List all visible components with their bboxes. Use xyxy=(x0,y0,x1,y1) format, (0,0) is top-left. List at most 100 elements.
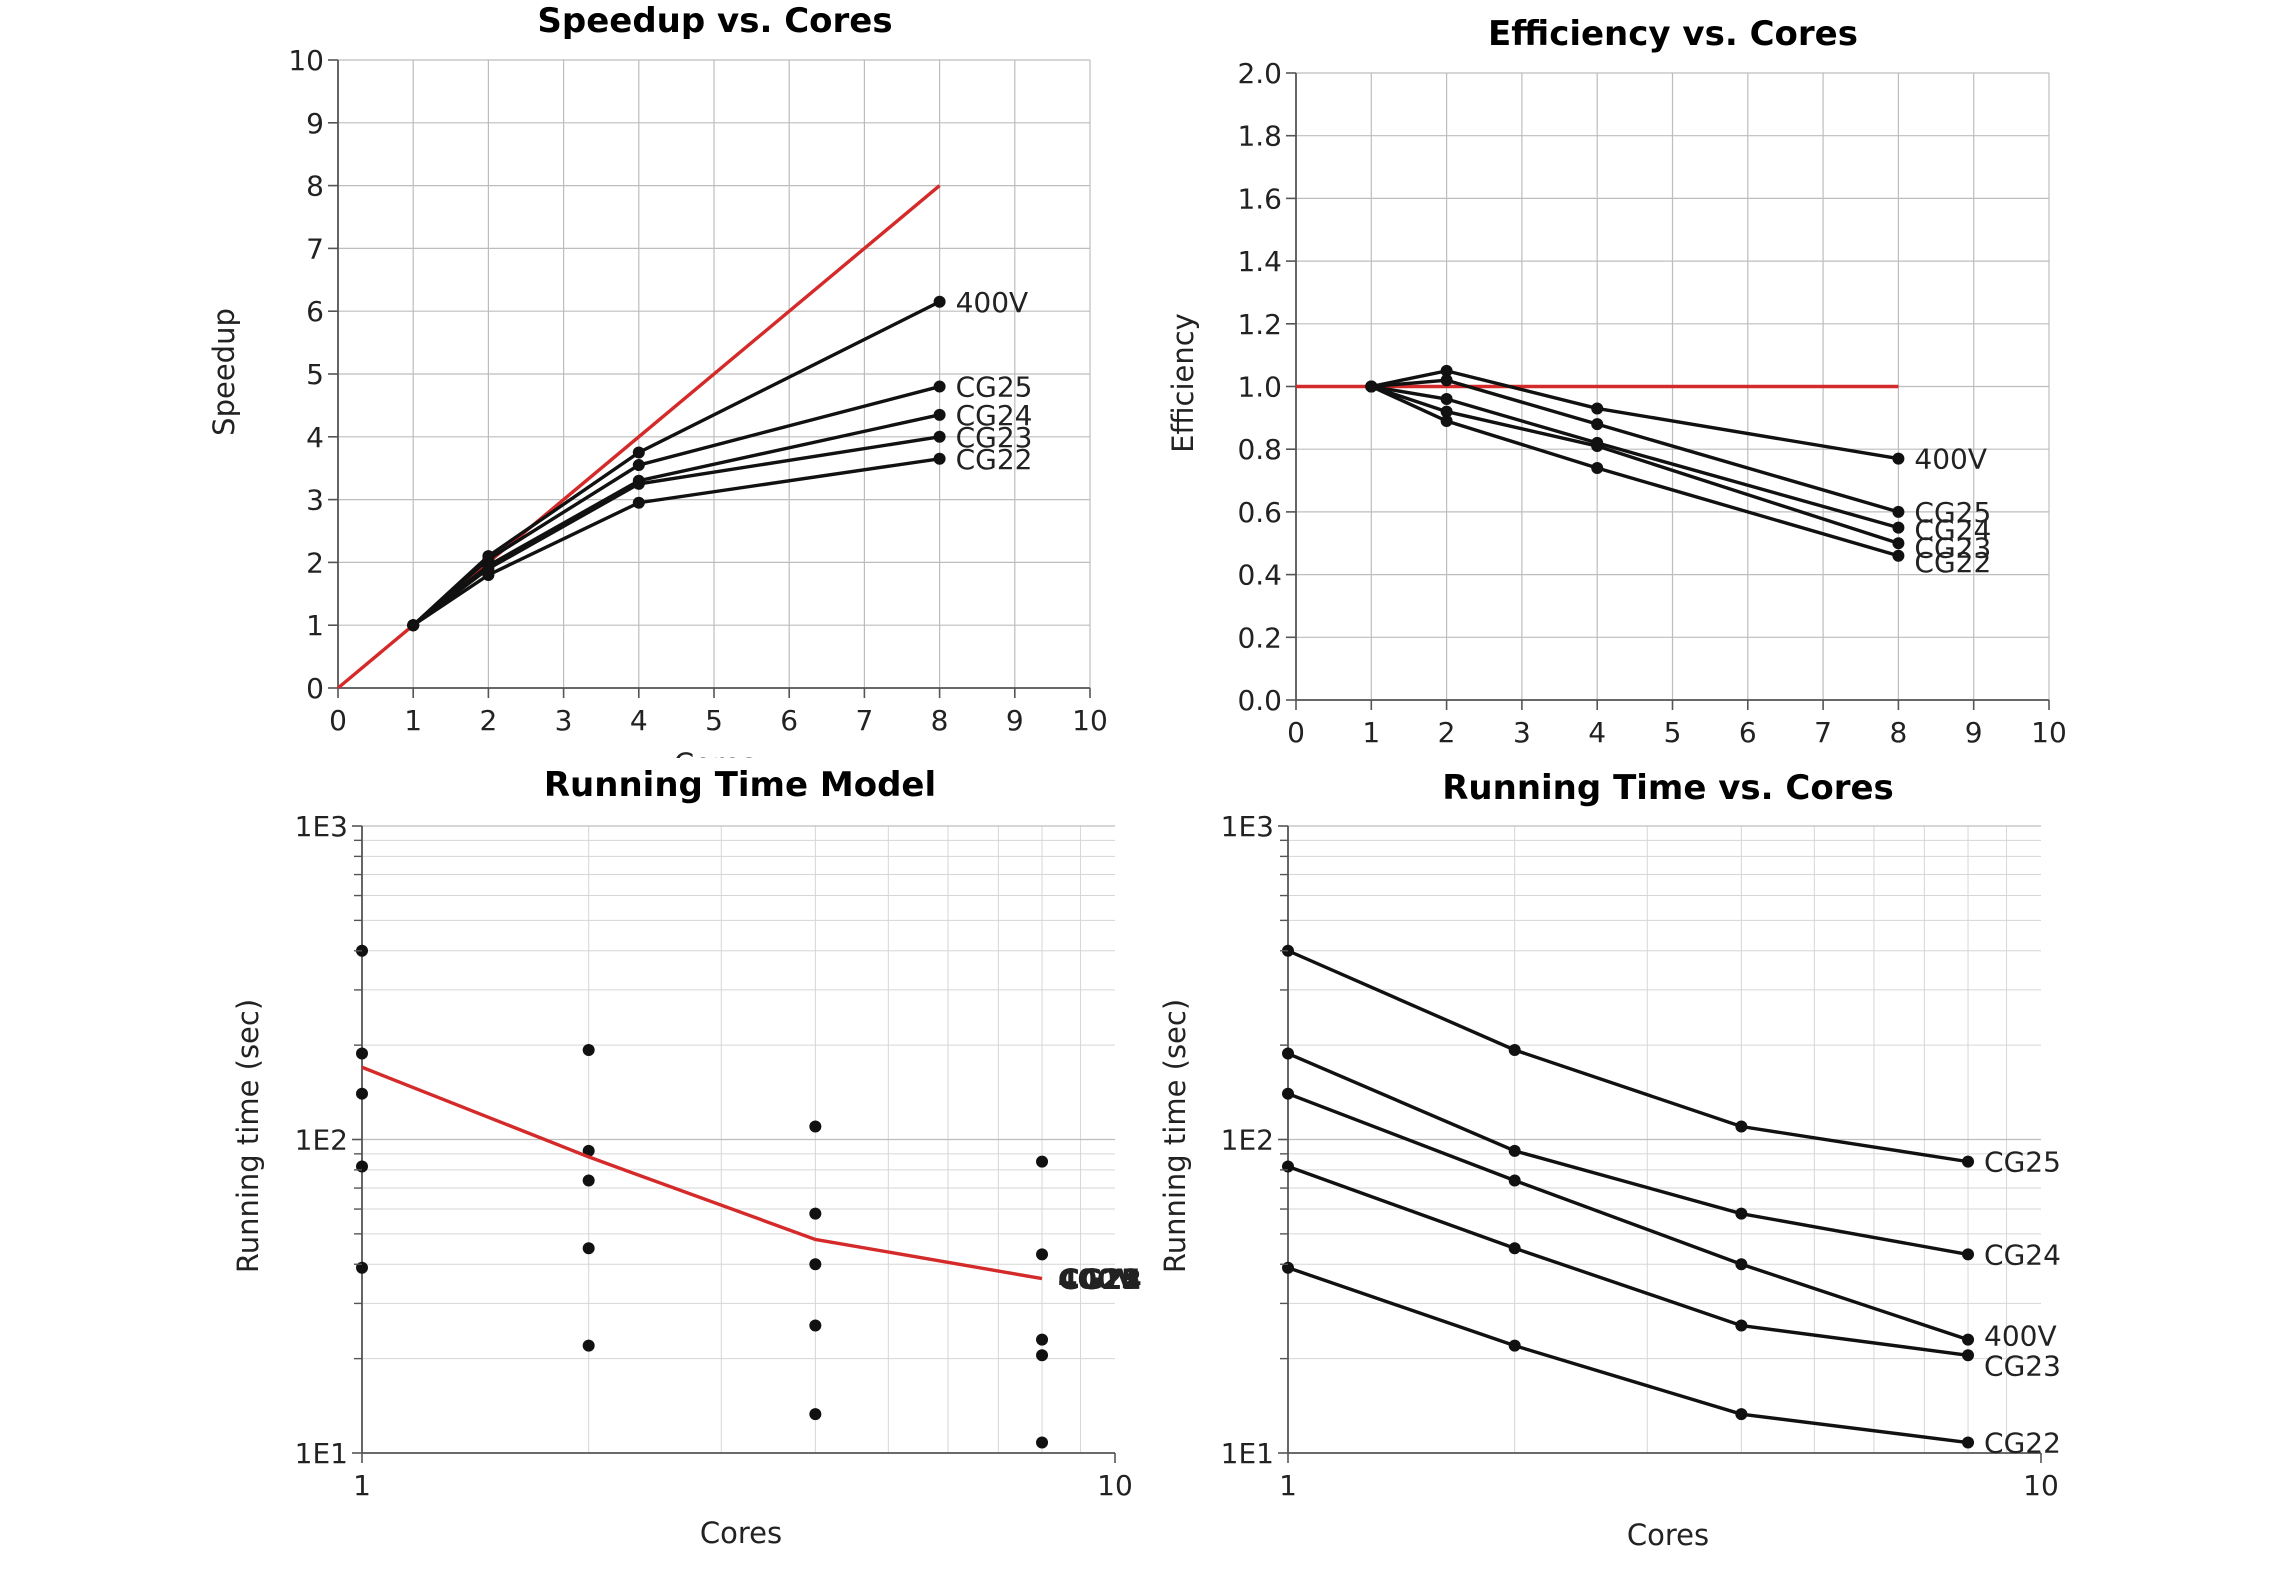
p2-y-tick-label: 1.8 xyxy=(1237,120,1282,153)
p3-scatter-point xyxy=(582,1043,595,1056)
p4-point-400v xyxy=(1735,1258,1748,1271)
p2-point-cg25 xyxy=(1591,418,1604,431)
p1-point-cg22 xyxy=(482,568,495,581)
p4-point-cg23 xyxy=(1962,1349,1975,1362)
p2-x-tick-label: 10 xyxy=(2031,716,2067,749)
p1-point-cg24 xyxy=(933,408,946,421)
p2-x-tick-label: 2 xyxy=(1438,716,1456,749)
p4-y-tick-label: 1E3 xyxy=(1221,810,1274,843)
p2-point-cg24 xyxy=(1892,521,1905,534)
p2-point-cg23 xyxy=(1591,440,1604,453)
model-y-axis-label: Running time (sec) xyxy=(231,999,265,1273)
p1-point-cg23 xyxy=(933,430,946,443)
p4-series-line-400v xyxy=(1287,1092,1969,1342)
p2-point-400v xyxy=(1440,364,1453,377)
p1-point-400v xyxy=(933,295,946,308)
p1-point-cg22 xyxy=(933,452,946,465)
p3-scatter-point xyxy=(1036,1436,1049,1449)
panel-separator xyxy=(0,758,1140,778)
speedup-y-axis-label: Speedup xyxy=(207,308,241,436)
p1-series-line-cg22 xyxy=(412,457,940,627)
p3-scatter-point xyxy=(582,1144,595,1157)
p1-x-tick-label: 6 xyxy=(780,704,798,737)
p3-overlapping-label-cg24: CG24 xyxy=(1059,1263,1142,1296)
p2-series-label-cg23: CG23 xyxy=(1914,531,1991,564)
p1-y-tick-label: 9 xyxy=(306,107,324,140)
p2-series-label-cg25: CG25 xyxy=(1914,496,1991,529)
p4-series-label-cg24: CG24 xyxy=(1984,1238,2061,1271)
p4-point-cg22 xyxy=(1962,1436,1975,1449)
p1-y-tick-label: 8 xyxy=(306,170,324,203)
p4-y-tick-label: 1E1 xyxy=(1221,1437,1274,1470)
p2-x-tick-label: 0 xyxy=(1287,716,1305,749)
p3-y-tick-label: 1E2 xyxy=(295,1124,348,1157)
p3-scatter-point xyxy=(356,1087,368,1100)
p4-point-cg25 xyxy=(1508,1043,1521,1056)
speedup-chart-title: Speedup vs. Cores xyxy=(537,1,892,41)
p3-x-tick-label: 1 xyxy=(353,1469,371,1502)
p4-series-label-400v: 400V xyxy=(1984,1320,2057,1353)
p3-model-line xyxy=(361,1065,1043,1281)
p3-scatter-point xyxy=(809,1120,822,1133)
p2-series-label-cg24: CG24 xyxy=(1914,514,1991,547)
p4-point-cg23 xyxy=(1282,1160,1294,1173)
p1-series-label-cg24: CG24 xyxy=(956,399,1033,432)
p1-x-tick-label: 0 xyxy=(329,704,347,737)
p3-x-tick-label: 10 xyxy=(1097,1469,1133,1502)
p4-series-line-cg25 xyxy=(1287,949,1969,1164)
p1-x-tick-label: 2 xyxy=(479,704,497,737)
p2-point-cg25 xyxy=(1892,505,1905,518)
p3-scatter-point xyxy=(1036,1349,1049,1362)
p3-scatter-point xyxy=(809,1408,822,1421)
running-y-axis-label: Running time (sec) xyxy=(1158,999,1192,1273)
p3-overlapping-label-cg23: CG23 xyxy=(1058,1263,1141,1296)
p2-x-tick-label: 6 xyxy=(1739,716,1757,749)
p4-point-cg24 xyxy=(1508,1144,1521,1157)
model-chart-title: Running Time Model xyxy=(544,765,936,805)
p2-y-tick-label: 2.0 xyxy=(1237,57,1282,90)
p3-overlapping-label-400v: 400V xyxy=(1058,1263,1138,1296)
p3-y-tick-label: 1E1 xyxy=(295,1437,348,1470)
running-chart-title: Running Time vs. Cores xyxy=(1442,768,1894,808)
p2-y-tick-label: 0.6 xyxy=(1237,496,1282,529)
p2-y-tick-label: 1.0 xyxy=(1237,371,1282,404)
p2-x-tick-label: 5 xyxy=(1664,716,1682,749)
p4-point-400v xyxy=(1962,1333,1975,1346)
p1-x-tick-label: 10 xyxy=(1072,704,1108,737)
p3-overlapping-label-cg22: CG22 xyxy=(1059,1263,1142,1296)
p2-y-tick-label: 1.6 xyxy=(1237,182,1282,215)
p2-series-line-cg25 xyxy=(1371,378,1899,514)
p2-x-tick-label: 3 xyxy=(1513,716,1531,749)
p4-series-line-cg23 xyxy=(1287,1164,1969,1357)
p3-scatter-point xyxy=(356,1261,368,1274)
p2-x-tick-label: 8 xyxy=(1889,716,1907,749)
p3-scatter-point xyxy=(809,1319,822,1332)
p2-series-line-cg24 xyxy=(1371,384,1899,530)
p1-y-tick-label: 2 xyxy=(306,546,324,579)
p4-y-tick-label: 1E2 xyxy=(1221,1124,1274,1157)
p4-point-cg25 xyxy=(1962,1155,1975,1168)
p1-x-tick-label: 4 xyxy=(630,704,648,737)
p1-x-tick-label: 3 xyxy=(555,704,573,737)
p1-x-tick-label: 1 xyxy=(404,704,422,737)
running-x-axis-label: Cores xyxy=(1627,1518,1709,1552)
p1-series-label-cg22: CG22 xyxy=(956,443,1033,476)
p1-series-line-cg25 xyxy=(412,384,941,627)
p2-point-400v xyxy=(1892,452,1905,465)
p4-point-cg24 xyxy=(1962,1248,1975,1261)
p2-x-tick-label: 4 xyxy=(1588,716,1606,749)
p3-scatter-point xyxy=(356,1047,368,1060)
p1-y-tick-label: 5 xyxy=(306,358,324,391)
p4-x-tick-label: 1 xyxy=(1279,1469,1297,1502)
p2-y-tick-label: 1.2 xyxy=(1237,308,1282,341)
p1-point-cg23 xyxy=(632,477,645,490)
p4-series-label-cg25: CG25 xyxy=(1984,1146,2061,1179)
p1-series-line-cg23 xyxy=(412,435,940,627)
p2-point-cg22 xyxy=(1892,549,1905,562)
p1-x-tick-label: 9 xyxy=(1006,704,1024,737)
p4-point-cg25 xyxy=(1735,1120,1748,1133)
p2-point-cg23 xyxy=(1892,537,1905,550)
p4-series-label-cg22: CG22 xyxy=(1984,1427,2061,1460)
